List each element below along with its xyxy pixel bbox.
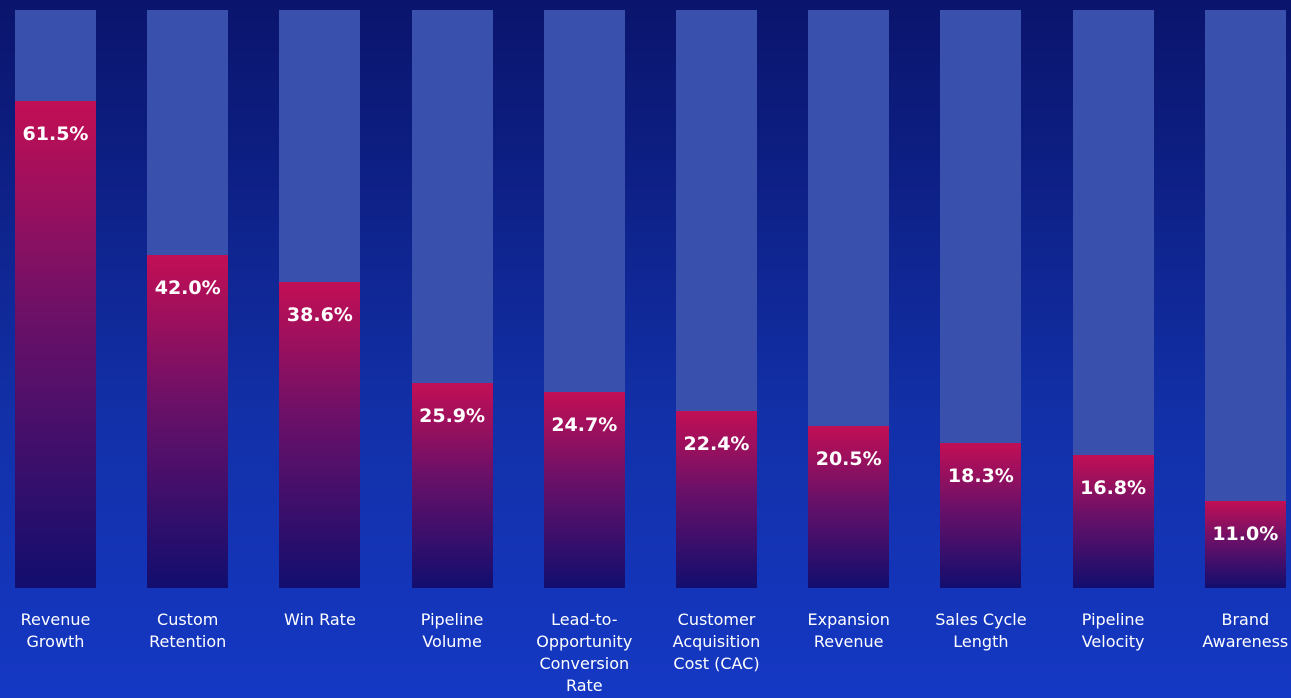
- category-label: Revenue Growth: [20, 610, 91, 651]
- value-label: 25.9%: [419, 404, 486, 427]
- category-label: Brand Awareness: [1202, 610, 1289, 651]
- bar: [1072, 454, 1154, 588]
- bar: [147, 255, 229, 588]
- value-label: 11.0%: [1212, 522, 1279, 545]
- category-label: Custom Retention: [149, 610, 227, 651]
- value-label: 61.5%: [22, 123, 89, 146]
- value-label: 16.8%: [1080, 476, 1147, 499]
- bar: [279, 282, 361, 588]
- value-label: 22.4%: [683, 432, 750, 455]
- bar-track: [1204, 10, 1286, 588]
- bar: [15, 101, 96, 588]
- bar: [411, 382, 493, 588]
- value-label: 18.3%: [947, 465, 1014, 488]
- bar: [543, 392, 625, 588]
- category-label: Pipeline Volume: [420, 610, 484, 651]
- category-label: Expansion Revenue: [807, 610, 890, 651]
- value-label: 24.7%: [551, 414, 618, 437]
- value-label: 42.0%: [154, 277, 221, 300]
- category-label: Sales Cycle Length: [935, 610, 1027, 651]
- bar: [676, 410, 757, 588]
- value-label: 38.6%: [286, 304, 353, 327]
- bar: [940, 443, 1022, 588]
- value-label: 20.5%: [815, 447, 882, 470]
- category-label: Customer Acquisition Cost (CAC): [672, 610, 761, 673]
- bar: [808, 425, 890, 588]
- bar: [1204, 500, 1286, 588]
- category-label: Pipeline Velocity: [1081, 610, 1145, 651]
- category-label: Win Rate: [283, 610, 356, 629]
- category-label: Lead-to-Opportunity Conversion Rate: [536, 610, 633, 695]
